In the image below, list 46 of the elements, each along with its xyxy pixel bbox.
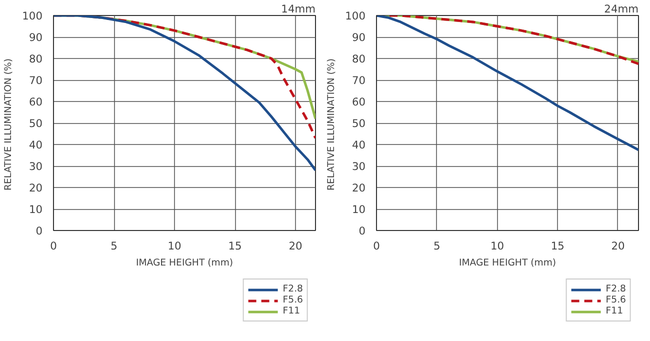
y-tick-label: 10 bbox=[28, 203, 43, 216]
y-tick-label: 70 bbox=[352, 74, 366, 87]
x-tick-label: 10 bbox=[168, 240, 182, 252]
y-tick-label: 20 bbox=[352, 182, 366, 194]
legend-label: F2.8 bbox=[606, 284, 626, 294]
x-tick-label: 15 bbox=[228, 240, 242, 252]
y-tick-label: 60 bbox=[28, 96, 43, 108]
y-tick-label: 60 bbox=[352, 96, 366, 108]
y-tick-label: 70 bbox=[28, 74, 43, 87]
x-tick-label: 0 bbox=[373, 240, 380, 252]
legend-label: F11 bbox=[606, 306, 624, 316]
line-series bbox=[54, 16, 316, 172]
x-axis-title: IMAGE HEIGHT (mm) bbox=[136, 258, 234, 268]
y-tick-label: 30 bbox=[28, 160, 43, 173]
legend-label: F11 bbox=[282, 306, 302, 316]
x-tick-label: 5 bbox=[433, 240, 440, 252]
y-tick-label: 100 bbox=[345, 10, 366, 22]
y-tick-label: 50 bbox=[352, 117, 366, 130]
y-tick-label: 0 bbox=[358, 224, 366, 238]
x-tick-label: 0 bbox=[50, 240, 58, 252]
y-tick-label: 10 bbox=[352, 203, 366, 216]
legend-label: F2.8 bbox=[282, 284, 303, 294]
y-axis-title: RELATIVE ILLUMINATION (%) bbox=[326, 58, 338, 190]
x-tick-label: 15 bbox=[550, 240, 564, 252]
y-tick-label: 90 bbox=[352, 31, 366, 44]
y-tick-label: 80 bbox=[28, 52, 43, 66]
legend-label: F5.6 bbox=[606, 294, 626, 306]
x-tick-label: 5 bbox=[110, 240, 118, 252]
y-tick-label: 90 bbox=[28, 31, 43, 44]
chart-title: 24mm bbox=[604, 2, 639, 16]
x-tick-label: 20 bbox=[611, 240, 625, 252]
x-axis-title: IMAGE HEIGHT (mm) bbox=[458, 258, 556, 268]
y-tick-label: 80 bbox=[352, 52, 366, 66]
y-tick-label: 50 bbox=[28, 117, 43, 130]
chart-title: 14mm bbox=[281, 2, 316, 16]
x-tick-label: 10 bbox=[490, 240, 504, 252]
y-axis-title: RELATIVE ILLUMINATION (%) bbox=[3, 58, 14, 190]
x-tick-label: 20 bbox=[288, 240, 303, 252]
y-tick-label: 100 bbox=[22, 10, 43, 22]
y-tick-label: 0 bbox=[36, 224, 43, 238]
y-tick-label: 40 bbox=[28, 138, 43, 152]
legend-label: F5.6 bbox=[282, 294, 303, 306]
y-tick-label: 30 bbox=[352, 160, 366, 173]
y-tick-label: 20 bbox=[28, 182, 43, 194]
line-series bbox=[376, 16, 638, 152]
y-tick-label: 40 bbox=[352, 138, 366, 152]
